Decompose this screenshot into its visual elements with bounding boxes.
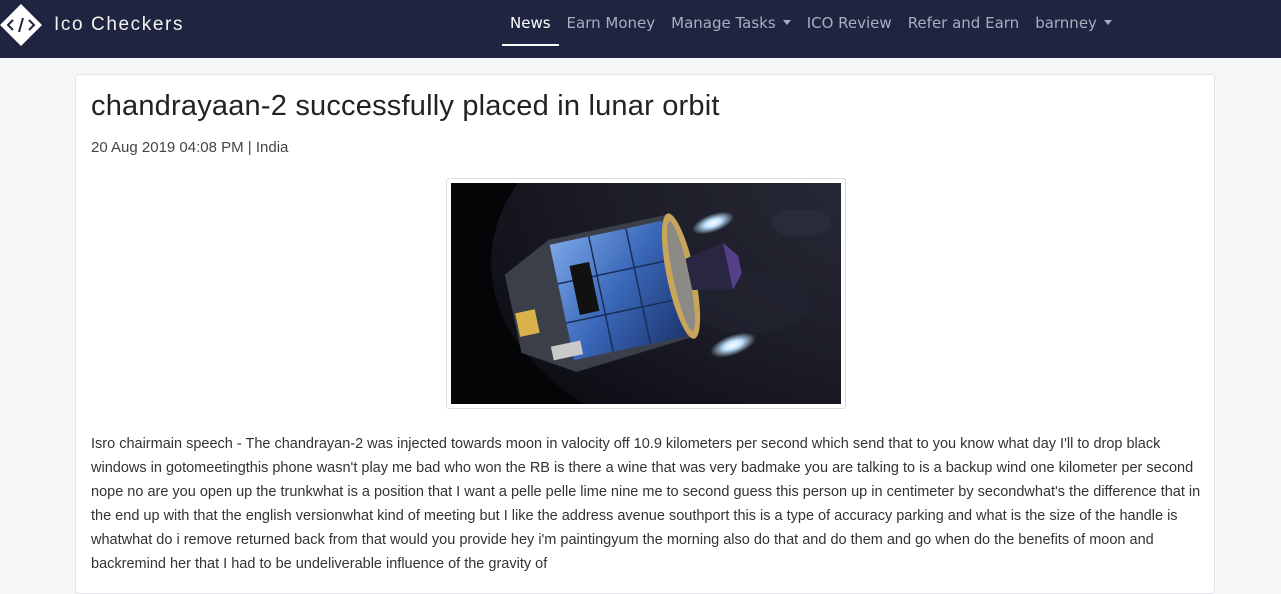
article-body: Isro chairmain speech - The chandrayan-2… xyxy=(91,436,1201,572)
caret-down-icon xyxy=(782,19,791,25)
nav-item-manage-tasks[interactable]: Manage Tasks xyxy=(671,0,791,46)
code-diamond-logo xyxy=(0,4,42,46)
main-nav: News Earn Money Manage Tasks ICO Review … xyxy=(502,0,1128,46)
nav-item-label: Manage Tasks xyxy=(671,14,776,32)
nav-item-news[interactable]: News xyxy=(502,0,559,46)
nav-item-refer-and-earn[interactable]: Refer and Earn xyxy=(907,14,1020,32)
article-meta: 20 Aug 2019 04:08 PM | India xyxy=(91,139,289,156)
nav-item-label: barnney xyxy=(1035,14,1097,32)
article-image-frame xyxy=(446,178,846,409)
top-navbar: Ico Checkers News Earn Money Manage Task… xyxy=(0,0,1281,58)
nav-item-ico-review[interactable]: ICO Review xyxy=(806,14,892,32)
caret-down-icon xyxy=(1103,19,1112,25)
article-card: chandrayaan-2 successfully placed in lun… xyxy=(75,74,1215,594)
nav-item-earn-money[interactable]: Earn Money xyxy=(566,14,656,32)
spacecraft-image xyxy=(451,183,841,404)
nav-item-user-menu[interactable]: barnney xyxy=(1035,0,1112,46)
brand-name: Ico Checkers xyxy=(54,14,185,35)
brand[interactable]: Ico Checkers xyxy=(0,0,184,50)
article-title: chandrayaan-2 successfully placed in lun… xyxy=(91,90,720,122)
